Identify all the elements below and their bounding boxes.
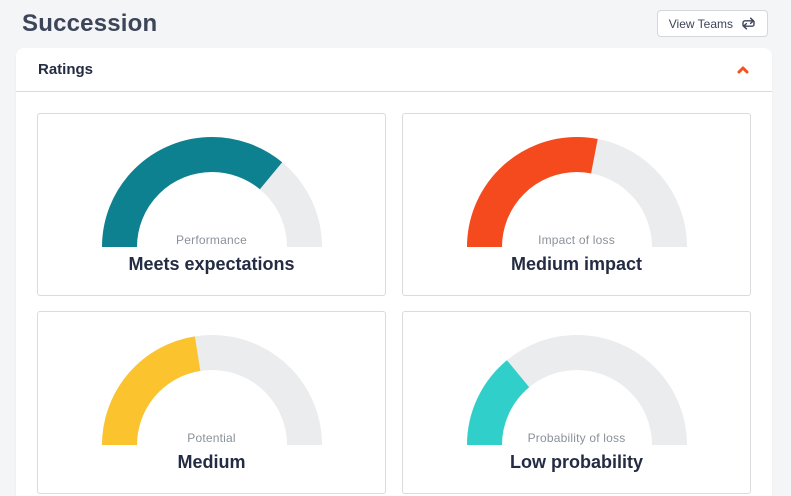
- ratings-title: Ratings: [38, 61, 94, 78]
- page-title: Succession: [22, 9, 158, 37]
- view-teams-button[interactable]: View Teams: [656, 10, 768, 37]
- gauge-card-potential[interactable]: Potential Medium: [37, 311, 386, 494]
- chevron-up-icon[interactable]: [736, 64, 750, 76]
- ratings-panel: Ratings Performance Meets expectations: [16, 48, 772, 496]
- impact-of-loss-gauge: Impact of loss: [466, 136, 687, 248]
- gauge-value: Low probability: [510, 452, 643, 472]
- gauge-label: Potential: [187, 431, 236, 445]
- panel-divider: [16, 91, 772, 92]
- gauge-label: Impact of loss: [538, 233, 615, 247]
- page-header: Succession View Teams: [0, 0, 791, 46]
- view-teams-label: View Teams: [668, 16, 733, 31]
- gauge-card-impact-of-loss[interactable]: Impact of loss Medium impact: [402, 113, 751, 296]
- potential-gauge: Potential: [101, 334, 322, 446]
- gauge-label: Performance: [176, 233, 247, 247]
- ratings-grid: Performance Meets expectations Impact of…: [16, 92, 772, 496]
- gauge-card-probability-of-loss[interactable]: Probability of loss Low probability: [402, 311, 751, 494]
- gauge-value: Meets expectations: [128, 254, 295, 274]
- gauge-value: Medium impact: [510, 254, 643, 274]
- swap-icon: [742, 17, 755, 30]
- ratings-panel-header[interactable]: Ratings: [16, 48, 772, 91]
- performance-gauge: Performance: [101, 136, 322, 248]
- gauge-value: Medium: [177, 452, 246, 472]
- probability-of-loss-gauge: Probability of loss: [466, 334, 687, 446]
- gauge-label: Probability of loss: [527, 431, 626, 445]
- gauge-card-performance[interactable]: Performance Meets expectations: [37, 113, 386, 296]
